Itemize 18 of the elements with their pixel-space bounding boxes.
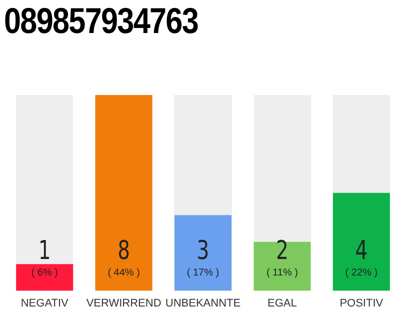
x-tick-label: VERWIRREND <box>86 297 162 310</box>
annotation: 4 <box>355 236 368 266</box>
x-tick-label: UNBEKANNTE <box>165 297 241 310</box>
annotation: 2 <box>276 236 288 266</box>
bar <box>16 264 74 291</box>
data-label: ( 11% ) <box>266 268 298 279</box>
annotation: 3 <box>196 236 210 266</box>
x-tick-label: EGAL <box>268 297 297 310</box>
x-tick-label: POSITIV <box>340 297 384 310</box>
x-tick-label: NEGATIV <box>20 297 69 310</box>
chart-title: 089857934763 <box>4 0 198 42</box>
data-label: ( 6% ) <box>31 268 58 279</box>
data-label: ( 44% ) <box>108 268 140 279</box>
annotation: 1 <box>38 236 51 266</box>
annotation: 8 <box>118 236 130 266</box>
bar <box>254 242 311 291</box>
data-label: ( 17% ) <box>186 268 220 279</box>
data-label: ( 22% ) <box>345 268 378 279</box>
